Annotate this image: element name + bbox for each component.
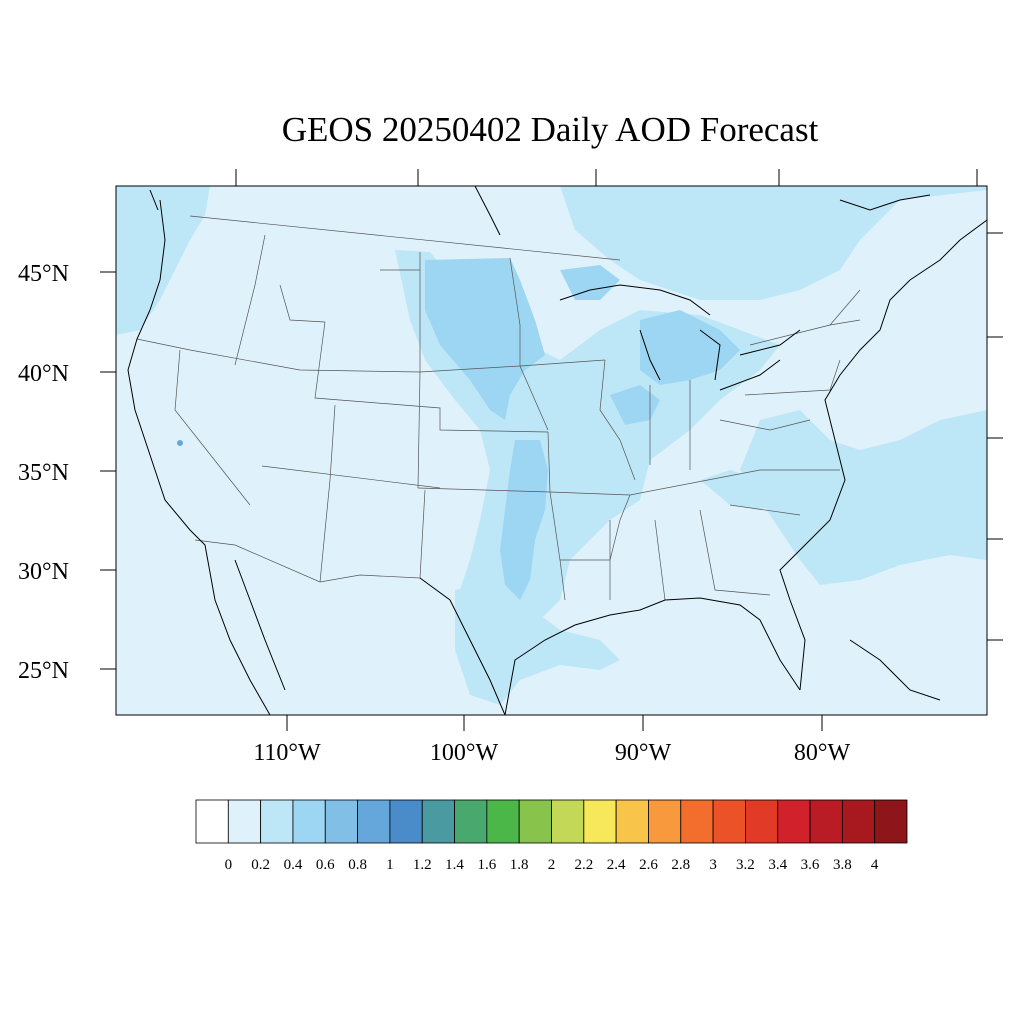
aod-region-pacific-nw (116, 186, 210, 335)
lon-label-110w: 110°W (253, 740, 321, 766)
map-title: GEOS 20250402 Daily AOD Forecast (281, 110, 819, 149)
aod-region-lake-superior (560, 265, 620, 300)
colorbar-label: 2.8 (671, 857, 690, 873)
colorbar-swatch (551, 799, 585, 844)
colorbar-label: 1.8 (510, 857, 529, 873)
colorbar-swatch (841, 799, 876, 844)
colorbar-swatch (745, 799, 779, 844)
colorbar-swatch (874, 799, 908, 844)
aod-region-great-lakes (640, 310, 740, 385)
colorbar-swatch (518, 799, 552, 844)
colorbar-swatch (389, 799, 423, 844)
lat-label-40: 40°N (18, 361, 69, 387)
aod-region-atlantic (740, 410, 987, 585)
lat-label-25: 25°N (18, 658, 69, 684)
colorbar-label: 3.2 (736, 857, 755, 873)
colorbar-swatch (260, 799, 294, 844)
coastlines (127, 186, 987, 715)
colorbar-swatch (292, 799, 326, 844)
colorbar-swatch (357, 799, 391, 844)
colorbar-swatch (583, 799, 617, 844)
colorbar-label: 0.4 (284, 857, 303, 873)
colorbar-label: 3.6 (801, 857, 820, 873)
lat-axis: 45°N 40°N 35°N 30°N 25°N (18, 261, 116, 684)
colorbar-label: 2.2 (574, 857, 593, 873)
aod-region-canada (290, 186, 987, 300)
colorbar-label: 0.2 (251, 857, 270, 873)
colorbar-swatch (615, 799, 649, 844)
colorbar-label: 4 (871, 857, 879, 873)
map-frame (115, 185, 988, 716)
lat-label-30: 30°N (18, 559, 69, 585)
colorbar-labels: 0 0.2 0.4 0.6 0.8 1 1.2 1.4 1.6 1.8 2 2.2 2.4 2.6 2.8 3… (225, 857, 879, 873)
aod-region-ohio-valley (610, 385, 660, 425)
top-ticks (235, 169, 978, 186)
lat-label-35: 35°N (18, 460, 69, 486)
colorbar-label: 1.4 (445, 857, 464, 873)
colorbar-swatch (454, 799, 488, 844)
colorbar-label: 3.8 (833, 857, 852, 873)
colorbar-label: 1.6 (477, 857, 496, 873)
colorbar-swatch (777, 799, 811, 844)
colorbar-label: 0 (225, 857, 233, 873)
colorbar (195, 799, 908, 844)
aod-region-dakotas (425, 258, 545, 420)
colorbar-label: 0.6 (316, 857, 335, 873)
state-borders (136, 215, 861, 601)
colorbar-label: 1 (386, 857, 394, 873)
aod-region-southern-plains (500, 440, 548, 600)
aod-region-carolinas (700, 470, 780, 510)
colorbar-swatch (227, 799, 262, 844)
colorbar-label: 0.8 (348, 857, 367, 873)
lon-label-100w: 100°W (430, 740, 499, 766)
colorbar-label: 3.4 (768, 857, 787, 873)
lon-label-90w: 90°W (615, 740, 672, 766)
lon-label-80w: 80°W (794, 740, 851, 766)
colorbar-swatch (421, 799, 455, 844)
lon-axis: 110°W 100°W 90°W 80°W (253, 715, 850, 766)
colorbar-label: 2.6 (639, 857, 658, 873)
colorbar-label: 1.2 (413, 857, 432, 873)
colorbar-swatch (648, 799, 682, 844)
colorbar-swatch (712, 799, 746, 844)
colorbar-label: 3 (709, 857, 717, 873)
colorbar-label: 2.4 (607, 857, 626, 873)
colorbar-swatch (195, 799, 229, 844)
aod-spot-california (177, 440, 183, 446)
right-ticks (987, 232, 1003, 641)
colorbar-swatch (809, 799, 843, 844)
lat-label-45: 45°N (18, 261, 69, 287)
aod-field (116, 186, 987, 705)
colorbar-swatch (486, 799, 520, 844)
colorbar-label: 2 (548, 857, 556, 873)
colorbar-swatch (680, 799, 714, 844)
colorbar-swatch (324, 799, 358, 844)
